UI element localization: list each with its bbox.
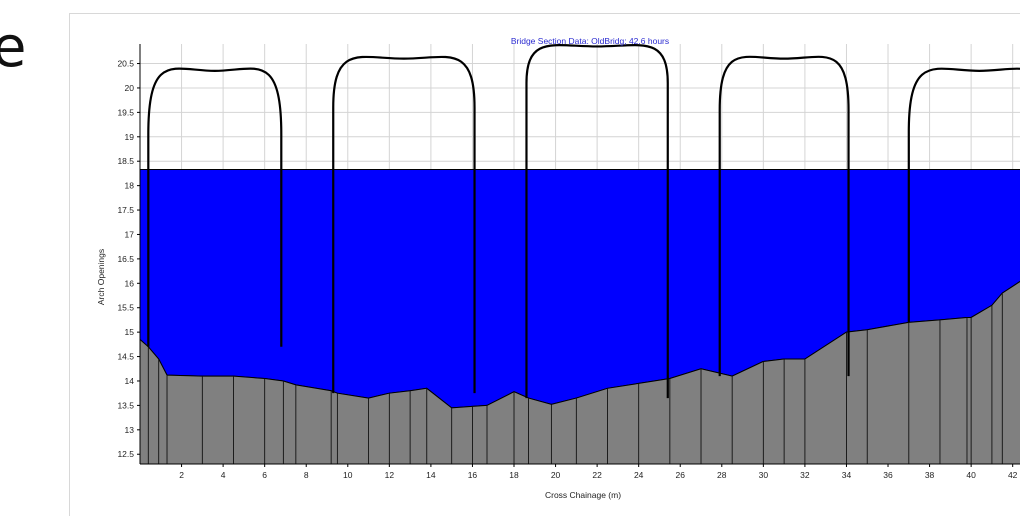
slide-edge-text: e [0, 15, 27, 80]
x-tick-label: 14 [426, 470, 436, 480]
arch-opening-4 [718, 55, 850, 377]
x-tick-label: 12 [385, 470, 395, 480]
x-tick-label: 30 [759, 470, 769, 480]
x-tick-label: 16 [468, 470, 478, 480]
y-tick-label: 16 [125, 278, 135, 288]
x-tick-label: 40 [966, 470, 976, 480]
x-tick-label: 36 [883, 470, 893, 480]
arch-opening-3 [525, 44, 669, 399]
y-tick-label: 17 [125, 229, 135, 239]
x-tick-label: 6 [262, 470, 267, 480]
x-tick-label: 38 [925, 470, 935, 480]
chart-title: Bridge Section Data: OldBridg; 42.6 hour… [511, 36, 669, 46]
chart-panel: 12.5 13 13.5 14 14.5 15 15.5 16 16.5 17 17.5 18 18.5… [69, 13, 1020, 516]
x-tick-label: 42 [1008, 470, 1018, 480]
y-tick-label: 20.5 [117, 59, 134, 69]
x-axis-label: Cross Chainage (m) [545, 490, 621, 500]
y-tick-label: 18 [125, 181, 135, 191]
arch-opening-1 [147, 67, 283, 347]
y-tick-label: 19.5 [117, 107, 134, 117]
x-tick-label: 20 [551, 470, 561, 480]
x-tick-label: 18 [509, 470, 519, 480]
x-tick-label: 24 [634, 470, 644, 480]
y-tick-label: 13 [125, 425, 135, 435]
x-tick-label: 32 [800, 470, 810, 480]
y-tick-label: 15.5 [117, 303, 134, 313]
x-tick-label: 26 [676, 470, 686, 480]
plot-content [140, 44, 1020, 464]
x-tick-label: 22 [592, 470, 602, 480]
x-tick-label: 10 [343, 470, 353, 480]
x-tick-label: 4 [221, 470, 226, 480]
y-tick-label: 19 [125, 132, 135, 142]
y-tick-label: 17.5 [117, 205, 134, 215]
y-axis-label: Arch Openings [96, 249, 106, 305]
y-tick-label: 16.5 [117, 254, 134, 264]
ground-section-lines [140, 293, 1003, 464]
x-tick-label: 2 [179, 470, 184, 480]
y-tick-label: 15 [125, 327, 135, 337]
arch-opening-2 [332, 55, 476, 394]
x-tick-label: 8 [304, 470, 309, 480]
y-tick-label: 20 [125, 83, 135, 93]
ground-area [140, 280, 1020, 464]
x-tick-label: 28 [717, 470, 727, 480]
bridge-section-chart: 12.5 13 13.5 14 14.5 15 15.5 16 16.5 17 17.5 18 18.5… [96, 36, 1020, 500]
y-tick-label: 14 [125, 376, 135, 386]
y-tick-label: 18.5 [117, 156, 134, 166]
y-tick-label: 12.5 [117, 449, 134, 459]
arch-opening-5 [907, 67, 1020, 323]
y-tick-label: 14.5 [117, 352, 134, 362]
x-tick-label: 34 [842, 470, 852, 480]
y-tick-label: 13.5 [117, 400, 134, 410]
